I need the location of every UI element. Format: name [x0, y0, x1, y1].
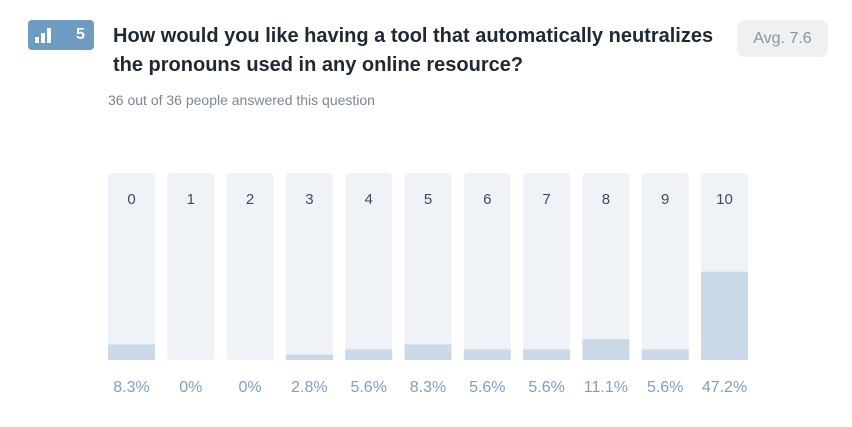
category-label-8: 8 [602, 191, 610, 208]
bar-chart-icon [35, 28, 51, 43]
category-label-5: 5 [424, 191, 432, 208]
bar-9 [641, 349, 689, 360]
category-label-7: 7 [542, 191, 550, 208]
category-label-1: 1 [187, 191, 195, 208]
category-label-2: 2 [246, 191, 254, 208]
percent-label-6: 5.6% [469, 379, 505, 396]
answered-count: 36 out of 36 people answered this questi… [108, 92, 375, 108]
bar-background-1 [167, 173, 215, 360]
category-label-3: 3 [305, 191, 313, 208]
bar-6 [463, 349, 511, 360]
bar-background-7 [523, 173, 571, 360]
bar-background-6 [463, 173, 511, 360]
category-label-4: 4 [365, 191, 373, 208]
question-number-badge: 5 [28, 20, 94, 50]
bar-4 [345, 349, 393, 360]
average-badge: Avg. 7.6 [737, 20, 828, 57]
category-label-10: 10 [716, 191, 733, 208]
bar-background-3 [285, 173, 333, 360]
bar-background-8 [582, 173, 630, 360]
percent-label-3: 2.8% [291, 379, 327, 396]
percent-label-1: 0% [179, 379, 202, 396]
bar-background-0 [108, 173, 155, 360]
percent-label-7: 5.6% [528, 379, 564, 396]
bar-background-2 [226, 173, 274, 360]
bar-background-4 [345, 173, 393, 360]
percent-label-2: 0% [239, 379, 262, 396]
percent-label-5: 8.3% [410, 379, 446, 396]
percent-label-8: 11.1% [584, 379, 628, 396]
bar-3 [285, 354, 333, 360]
bar-10 [701, 271, 748, 360]
question-title: How would you like having a tool that au… [113, 25, 714, 76]
percent-label-0: 8.3% [113, 379, 149, 396]
percent-label-9: 5.6% [647, 379, 683, 396]
category-label-6: 6 [483, 191, 491, 208]
percent-label-10: 47.2% [702, 379, 747, 396]
bar-background-9 [641, 173, 689, 360]
bar-7 [523, 349, 571, 360]
bar-background-5 [404, 173, 452, 360]
category-label-9: 9 [661, 191, 669, 208]
bar-5 [404, 344, 452, 360]
bar-8 [582, 339, 630, 360]
bar-0 [108, 344, 155, 360]
question-number: 5 [76, 26, 85, 43]
percent-label-4: 5.6% [350, 379, 386, 396]
category-label-0: 0 [127, 191, 135, 208]
